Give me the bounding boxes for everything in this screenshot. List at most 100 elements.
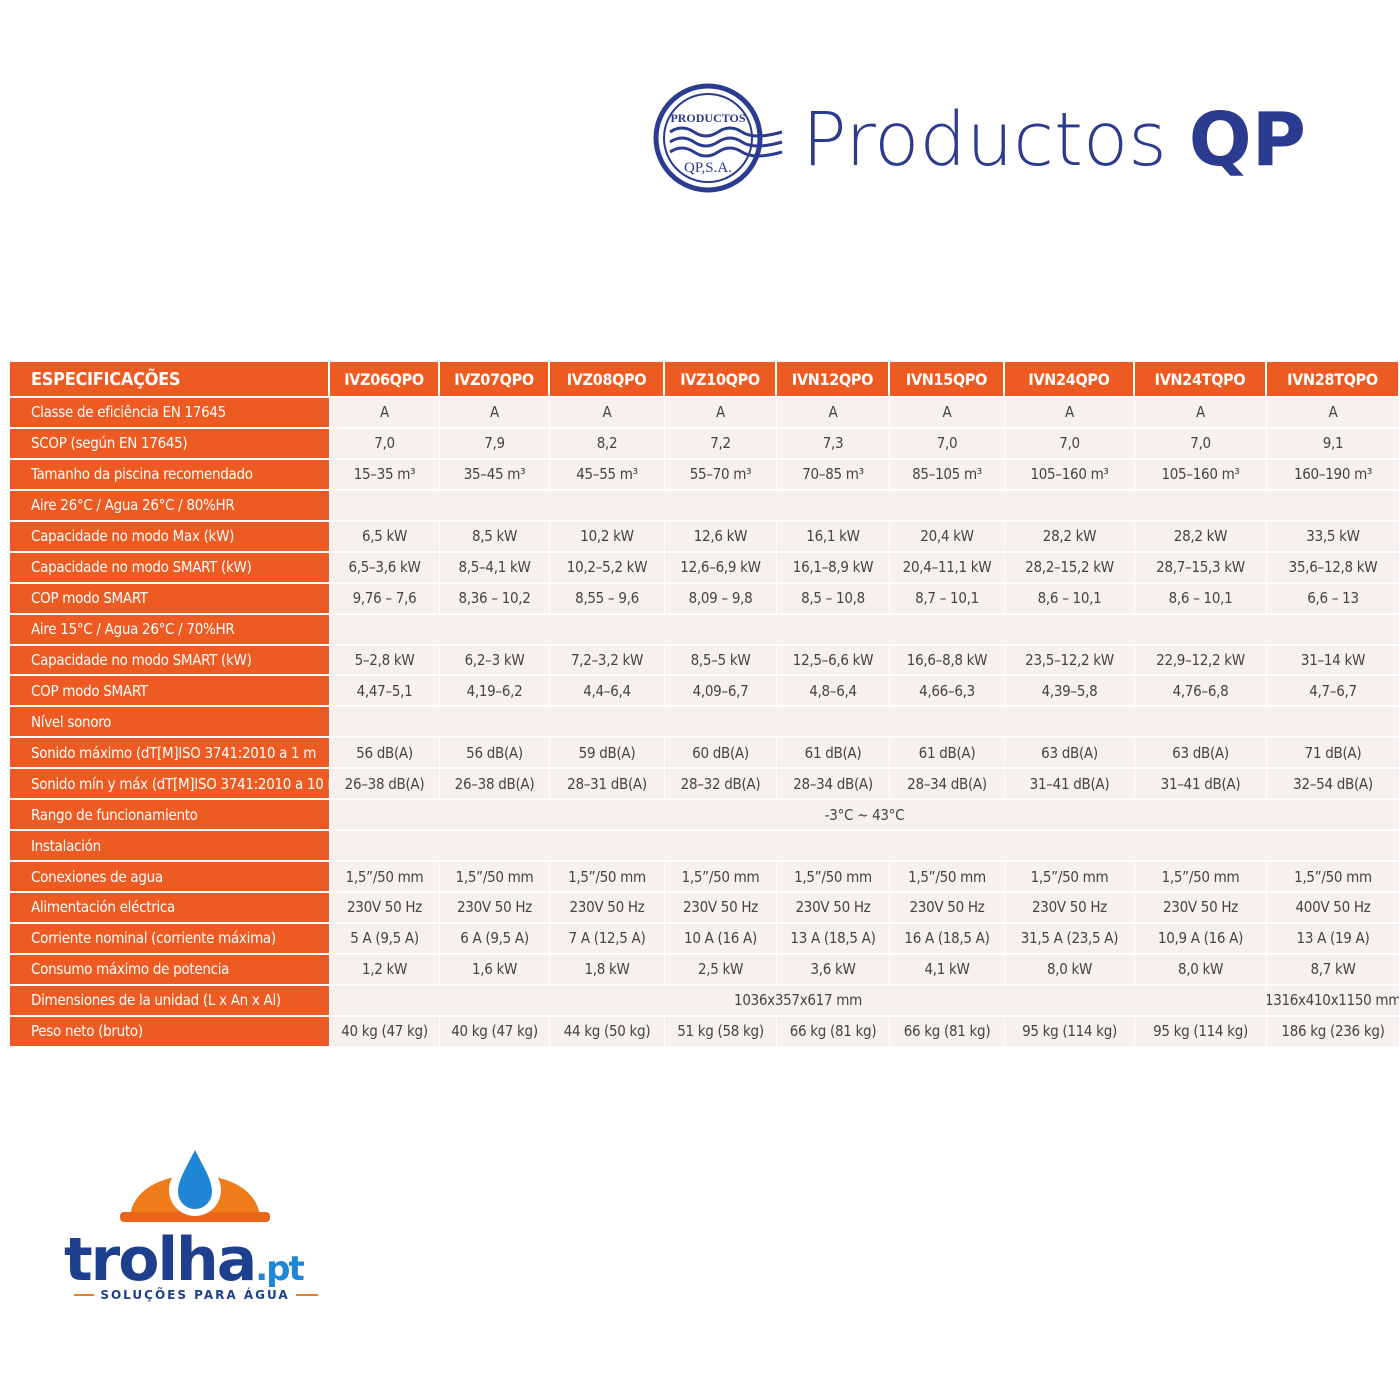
seal-ring: [653, 83, 763, 193]
spec-value: 31–41 dB(A): [1005, 769, 1135, 801]
row-label: Dimensiones de la unidad (L x An x Al): [10, 985, 330, 1017]
spec-value: 1,5”/50 mm: [1135, 862, 1267, 893]
spec-value: 70–85 m³: [777, 459, 890, 491]
spec-value: 40 kg (47 kg): [330, 1016, 440, 1048]
spec-value: 28,2–15,2 kW: [1005, 552, 1135, 584]
spec-value: 186 kg (236 kg): [1267, 1016, 1400, 1048]
spec-value: 7,0: [1135, 428, 1267, 460]
spec-value: 35–45 m³: [440, 459, 550, 491]
spec-value: 7 A (12,5 A): [550, 923, 665, 955]
row-label: Capacidade no modo Max (kW): [10, 521, 330, 553]
row-label: Conexiones de agua: [10, 862, 330, 893]
model-header: IVZ08QPO: [550, 362, 665, 398]
spec-value: 230V 50 Hz: [1135, 893, 1267, 924]
tagline: SOLUÇÕES PARA ÁGUA: [100, 1287, 289, 1302]
spec-value: 26–38 dB(A): [440, 769, 550, 801]
spec-value: 28–32 dB(A): [665, 769, 777, 801]
spec-value: 33,5 kW: [1267, 521, 1400, 553]
spec-value: A: [1005, 398, 1135, 429]
spec-value: 71 dB(A): [1267, 738, 1400, 770]
spec-value: 4,39–5,8: [1005, 676, 1135, 708]
spec-value: 4,8–6,4: [777, 676, 890, 708]
spec-value: 28–34 dB(A): [890, 769, 1005, 801]
spec-value: A: [440, 398, 550, 429]
spec-value: 31–14 kW: [1267, 645, 1400, 677]
spec-value: 66 kg (81 kg): [890, 1016, 1005, 1048]
row-label: Capacidade no modo SMART (kW): [10, 552, 330, 584]
spec-value: 13 A (18,5 A): [777, 923, 890, 955]
spec-value: 28,7–15,3 kW: [1135, 552, 1267, 584]
model-header: IVZ07QPO: [440, 362, 550, 398]
spec-value: 22,9–12,2 kW: [1135, 645, 1267, 677]
spec-value: 230V 50 Hz: [665, 893, 777, 924]
spec-table: ESPECIFICAÇÕES IVZ06QPO IVZ07QPO IVZ08QPO IV…: [10, 362, 1400, 1048]
row-label: Capacidade no modo SMART (kW): [10, 645, 330, 677]
spec-value: 8,0 kW: [1005, 954, 1135, 986]
spec-value: 230V 50 Hz: [777, 893, 890, 924]
model-header: IVN15QPO: [890, 362, 1005, 398]
spec-value: 12,6 kW: [665, 521, 777, 553]
spec-value: 16,1 kW: [777, 521, 890, 553]
spec-value: 4,7–6,7: [1267, 676, 1400, 708]
spec-value: A: [1135, 398, 1267, 429]
spec-value: 1,2 kW: [330, 954, 440, 986]
spec-value: 10,2–5,2 kW: [550, 552, 665, 584]
spec-value: 66 kg (81 kg): [777, 1016, 890, 1048]
spec-value: 8,5 – 10,8: [777, 583, 890, 615]
spec-value: 28,2 kW: [1005, 521, 1135, 553]
spec-value: 9,1: [1267, 428, 1400, 460]
spec-value: 230V 50 Hz: [550, 893, 665, 924]
helmet-brim: [120, 1212, 270, 1222]
spec-value: 51 kg (58 kg): [665, 1016, 777, 1048]
row-label: Sonido máximo (dT[M]ISO 3741:2010 a 1 m: [10, 738, 330, 770]
row-label: Alimentación eléctrica: [10, 893, 330, 924]
spec-value: 7,3: [777, 428, 890, 460]
spec-value: 8,5–5 kW: [665, 645, 777, 677]
spec-value: 61 dB(A): [777, 738, 890, 770]
spec-value: 8,0 kW: [1135, 954, 1267, 986]
spec-value: 63 dB(A): [1005, 738, 1135, 770]
productos-qp-logo: PRODUCTOS QP,S.A. Productos QP: [653, 83, 1306, 193]
spec-value: 230V 50 Hz: [440, 893, 550, 924]
spec-value: 7,0: [330, 428, 440, 460]
spec-value: 9,76 – 7,6: [330, 583, 440, 615]
spec-value: 1,5”/50 mm: [550, 862, 665, 893]
model-header: IVN12QPO: [777, 362, 890, 398]
spec-value: 1036x357x617 mm: [330, 985, 1267, 1017]
spec-value: 10,2 kW: [550, 521, 665, 553]
row-label: Classe de eficiência EN 17645: [10, 398, 330, 429]
model-header: IVN28TQPO: [1267, 362, 1400, 398]
spec-value: A: [890, 398, 1005, 429]
spec-value: 20,4–11,1 kW: [890, 552, 1005, 584]
spec-value: 230V 50 Hz: [1005, 893, 1135, 924]
spec-value: 230V 50 Hz: [330, 893, 440, 924]
model-header: IVN24QPO: [1005, 362, 1135, 398]
spec-value: 60 dB(A): [665, 738, 777, 770]
row-label: Nível sonoro: [10, 707, 330, 739]
brand-name: Productos: [802, 97, 1167, 183]
row-label: COP modo SMART: [10, 676, 330, 708]
spec-value: 105–160 m³: [1005, 459, 1135, 491]
spec-value: 4,4–6,4: [550, 676, 665, 708]
spec-value: 8,36 – 10,2: [440, 583, 550, 615]
spec-value: 15–35 m³: [330, 459, 440, 491]
row-label: Consumo máximo de potencia: [10, 954, 330, 986]
spec-value: 3,6 kW: [777, 954, 890, 986]
spec-value: 1,5”/50 mm: [1005, 862, 1135, 893]
spec-value: 10,9 A (16 A): [1135, 923, 1267, 955]
spec-value: 56 dB(A): [330, 738, 440, 770]
spec-value: 8,7 kW: [1267, 954, 1400, 986]
spec-value: 59 dB(A): [550, 738, 665, 770]
trolha-logo: trolha.pt SOLUÇÕES PARA ÁGUA: [64, 1150, 318, 1302]
spec-value: 6,5–3,6 kW: [330, 552, 440, 584]
spec-value: 16,1–8,9 kW: [777, 552, 890, 584]
spec-value: 160–190 m³: [1267, 459, 1400, 491]
spec-value: 16 A (18,5 A): [890, 923, 1005, 955]
spec-value: 10 A (16 A): [665, 923, 777, 955]
spec-value: 40 kg (47 kg): [440, 1016, 550, 1048]
spec-value: 28–34 dB(A): [777, 769, 890, 801]
name: trolha: [64, 1225, 255, 1295]
spec-value: 400V 50 Hz: [1267, 893, 1400, 924]
model-header: IVZ06QPO: [330, 362, 440, 398]
row-label: Aire 26°C / Agua 26°C / 80%HR: [10, 490, 330, 522]
